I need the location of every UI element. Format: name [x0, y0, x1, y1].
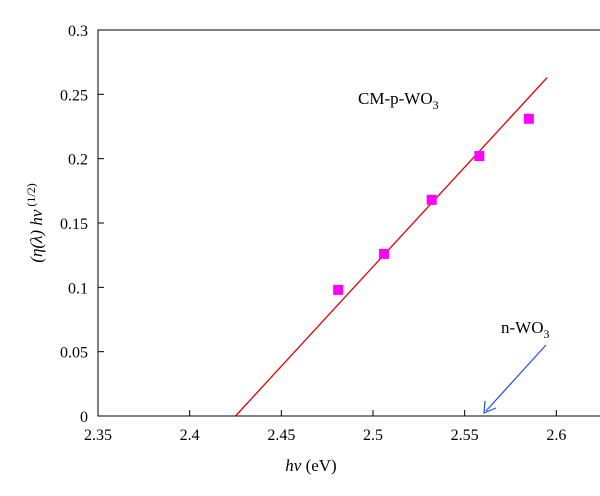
x-tick-label: 2.45 — [267, 427, 295, 444]
y-tick-label: 0 — [80, 409, 88, 426]
x-axis-label-unit: (eV) — [301, 456, 336, 475]
annotation-n-wo3-sub: 3 — [543, 327, 549, 341]
y-tick-label: 0.15 — [60, 216, 88, 233]
annotation-cm-p-wo3-main: CM-p-WO — [358, 89, 433, 108]
y-tick-label: 0.1 — [68, 280, 88, 297]
y-tick-label: 0.25 — [60, 87, 88, 104]
annotation-n-wo3: n-WO3 — [501, 318, 549, 341]
data-point — [474, 151, 485, 162]
x-axis-label-main: hν — [285, 456, 302, 475]
fit-line — [235, 77, 548, 417]
x-tick-label: 2.35 — [84, 427, 112, 444]
y-axis-label: (η(λ) hν (1/2) — [24, 183, 46, 262]
fit-line-group — [235, 77, 548, 417]
data-point — [333, 284, 344, 295]
x-tick-label: 2.55 — [451, 427, 479, 444]
y-tick-label: 0.3 — [68, 23, 88, 40]
x-axis-ticks: 2.35 2.4 2.45 2.5 2.55 2.6 — [84, 410, 566, 444]
x-tick-label: 2.5 — [363, 427, 383, 444]
annotation-cm-p-wo3: CM-p-WO3 — [358, 89, 439, 112]
y-axis-label-main: (η(λ) hν — [27, 209, 46, 263]
y-tick-label: 0.2 — [68, 152, 88, 169]
data-point — [379, 248, 389, 259]
y-axis-label-sup: (1/2) — [24, 183, 38, 209]
annotation-n-wo3-main: n-WO — [501, 318, 543, 337]
n-wo3-arrowhead — [483, 400, 497, 414]
x-tick-label: 2.6 — [546, 427, 566, 444]
x-axis-label: hν (eV) — [285, 456, 336, 475]
plot-frame — [97, 29, 600, 417]
data-points — [333, 113, 534, 295]
data-point — [426, 194, 437, 205]
data-point — [523, 113, 534, 124]
annotation-cm-p-wo3-sub: 3 — [433, 98, 439, 112]
x-tick-label: 2.4 — [180, 427, 200, 444]
y-axis-ticks: 0 0.05 0.1 0.15 0.2 0.25 0.3 — [60, 23, 104, 426]
y-tick-label: 0.05 — [60, 345, 88, 362]
n-wo3-arrow — [485, 344, 547, 412]
